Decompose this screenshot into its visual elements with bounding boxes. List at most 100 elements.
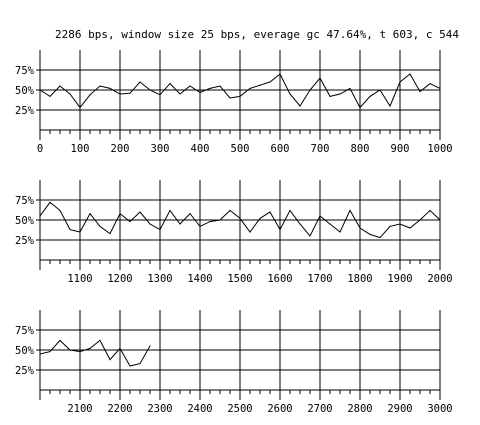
gc-data-point: [99, 339, 101, 341]
gc-data-point: [39, 353, 41, 355]
gc-data-point: [209, 87, 211, 89]
gc-data-point: [189, 213, 191, 215]
x-tick-label: 800: [351, 143, 370, 155]
panel-3: 75% 50% 25% 2100 2200 2300 2400 2500 2600 2700 280…: [15, 310, 453, 415]
gc-data-point: [179, 223, 181, 225]
x-tick-label: 1300: [147, 273, 172, 285]
gc-data-point: [189, 85, 191, 87]
chart-title: 2286 bps, window size 25 bps, everage gc…: [55, 28, 459, 41]
gc-data-point: [139, 211, 141, 213]
gc-data-point: [439, 219, 441, 221]
gc-data-point: [329, 95, 331, 97]
gc-data-point: [59, 85, 61, 87]
y-tick-label: 25%: [15, 105, 35, 117]
gc-data-point: [159, 229, 161, 231]
gc-data-point: [119, 93, 121, 95]
gc-data-point: [219, 219, 221, 221]
gc-data-point: [199, 91, 201, 93]
gc-data-point: [159, 94, 161, 96]
gc-data-point: [409, 73, 411, 75]
x-tick-label: 600: [271, 143, 290, 155]
gc-data-point: [309, 235, 311, 237]
y-tick-label: 75%: [15, 325, 35, 337]
gc-data-point: [259, 84, 261, 86]
y-tick-label: 50%: [15, 345, 35, 357]
gc-data-point: [249, 87, 251, 89]
gc-data-point: [369, 95, 371, 97]
gc-data-point: [419, 91, 421, 93]
gc-data-point: [239, 95, 241, 97]
gc-data-point: [389, 225, 391, 227]
gc-data-point: [349, 87, 351, 89]
x-tick-label: 1200: [107, 273, 132, 285]
y-tick-label: 75%: [15, 65, 35, 77]
gc-data-point: [209, 221, 211, 223]
gc-data-point: [269, 81, 271, 83]
x-tick-label: 200: [111, 143, 130, 155]
gc-data-point: [319, 215, 321, 217]
gc-data-point: [309, 89, 311, 91]
gc-data-point: [359, 107, 361, 109]
gc-data-point: [129, 92, 131, 94]
gc-data-point: [89, 213, 91, 215]
y-tick-label: 50%: [15, 85, 35, 97]
x-tick-label: 2400: [187, 403, 212, 415]
gc-data-point: [39, 215, 41, 217]
gc-data-point: [79, 231, 81, 233]
gc-data-point: [349, 209, 351, 211]
gc-data-point: [169, 83, 171, 85]
x-tick-label: 1700: [307, 273, 332, 285]
gc-data-point: [279, 73, 281, 75]
gc-data-point: [339, 93, 341, 95]
gc-data-point: [129, 365, 131, 367]
gc-series-line: [39, 339, 151, 367]
gc-data-point: [249, 231, 251, 233]
gc-data-point: [429, 209, 431, 211]
gc-data-point: [299, 105, 301, 107]
gc-data-point: [139, 81, 141, 83]
gc-data-point: [409, 227, 411, 229]
gc-data-point: [179, 93, 181, 95]
x-tick-label: 3000: [427, 403, 452, 415]
gc-data-point: [109, 233, 111, 235]
x-tick-label: 1400: [187, 273, 212, 285]
x-tick-label: 100: [71, 143, 90, 155]
gc-data-point: [119, 347, 121, 349]
x-tick-label: 1900: [387, 273, 412, 285]
y-tick-label: 25%: [15, 235, 35, 247]
x-tick-label: 0: [37, 143, 43, 155]
gc-data-point: [359, 227, 361, 229]
gc-data-point: [59, 209, 61, 211]
gc-data-point: [259, 217, 261, 219]
gc-data-point: [389, 105, 391, 107]
gc-data-point: [49, 201, 51, 203]
gc-data-point: [79, 351, 81, 353]
gc-data-point: [129, 221, 131, 223]
gc-data-point: [299, 223, 301, 225]
gc-data-point: [219, 85, 221, 87]
gc-data-point: [339, 231, 341, 233]
gc-data-point: [49, 351, 51, 353]
gc-data-point: [369, 233, 371, 235]
gc-data-point: [329, 223, 331, 225]
gc-data-point: [439, 87, 441, 89]
x-tick-label: 900: [391, 143, 410, 155]
y-tick-label: 75%: [15, 195, 35, 207]
x-tick-label: 2900: [387, 403, 412, 415]
x-tick-label: 2100: [67, 403, 92, 415]
x-tick-label: 500: [231, 143, 250, 155]
y-tick-label: 50%: [15, 215, 35, 227]
gc-data-point: [279, 229, 281, 231]
x-tick-label: 300: [151, 143, 170, 155]
gc-data-point: [149, 223, 151, 225]
gc-data-point: [399, 81, 401, 83]
gc-data-point: [429, 83, 431, 85]
gc-data-point: [39, 89, 41, 91]
gc-data-point: [99, 225, 101, 227]
gc-data-point: [319, 77, 321, 79]
x-tick-label: 2000: [427, 273, 452, 285]
gc-data-point: [229, 97, 231, 99]
gc-data-point: [99, 85, 101, 87]
gc-data-point: [399, 223, 401, 225]
